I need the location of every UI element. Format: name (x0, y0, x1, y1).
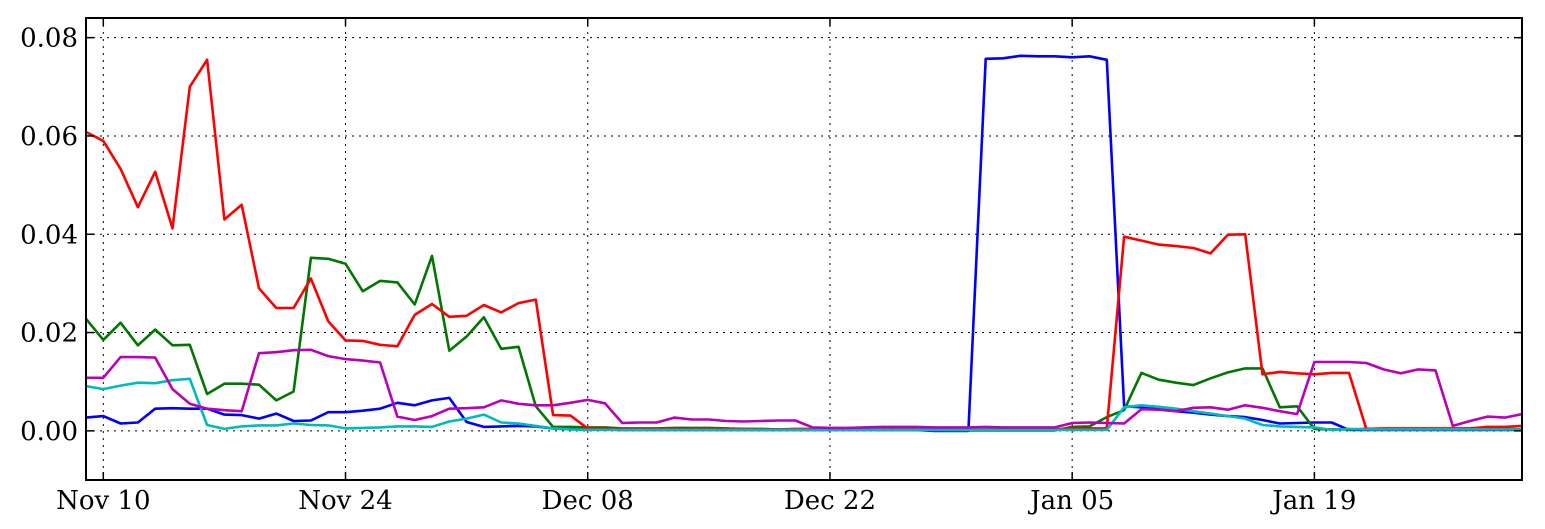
y-tick-label: 0.00 (20, 417, 78, 447)
y-tick-label: 0.06 (20, 122, 78, 152)
y-tick-label: 0.02 (20, 319, 78, 349)
x-tick-label: Nov 10 (56, 486, 150, 516)
x-tick-label: Dec 22 (784, 486, 876, 516)
y-tick-label: 0.08 (20, 24, 78, 54)
x-tick-label: Nov 24 (298, 486, 392, 516)
series-line-4 (85, 377, 1522, 432)
x-tick-label: Jan 05 (1027, 486, 1114, 516)
plot-frame (85, 17, 1523, 481)
series-line-5 (86, 348, 1523, 430)
series-line-3 (85, 58, 1523, 431)
series-line-2 (84, 254, 1523, 432)
axis-ticks (86, 18, 1522, 480)
y-tick-label: 0.04 (20, 220, 78, 250)
x-tick-label: Dec 08 (542, 486, 634, 516)
series-lines (84, 54, 1523, 433)
tick-labels: Nov 10 Nov 24 Dec 08 Dec 22 Jan 05 Jan 19 0.00… (20, 24, 1356, 516)
grid-lines (86, 18, 1522, 480)
x-tick-label: Jan 19 (1269, 486, 1356, 516)
